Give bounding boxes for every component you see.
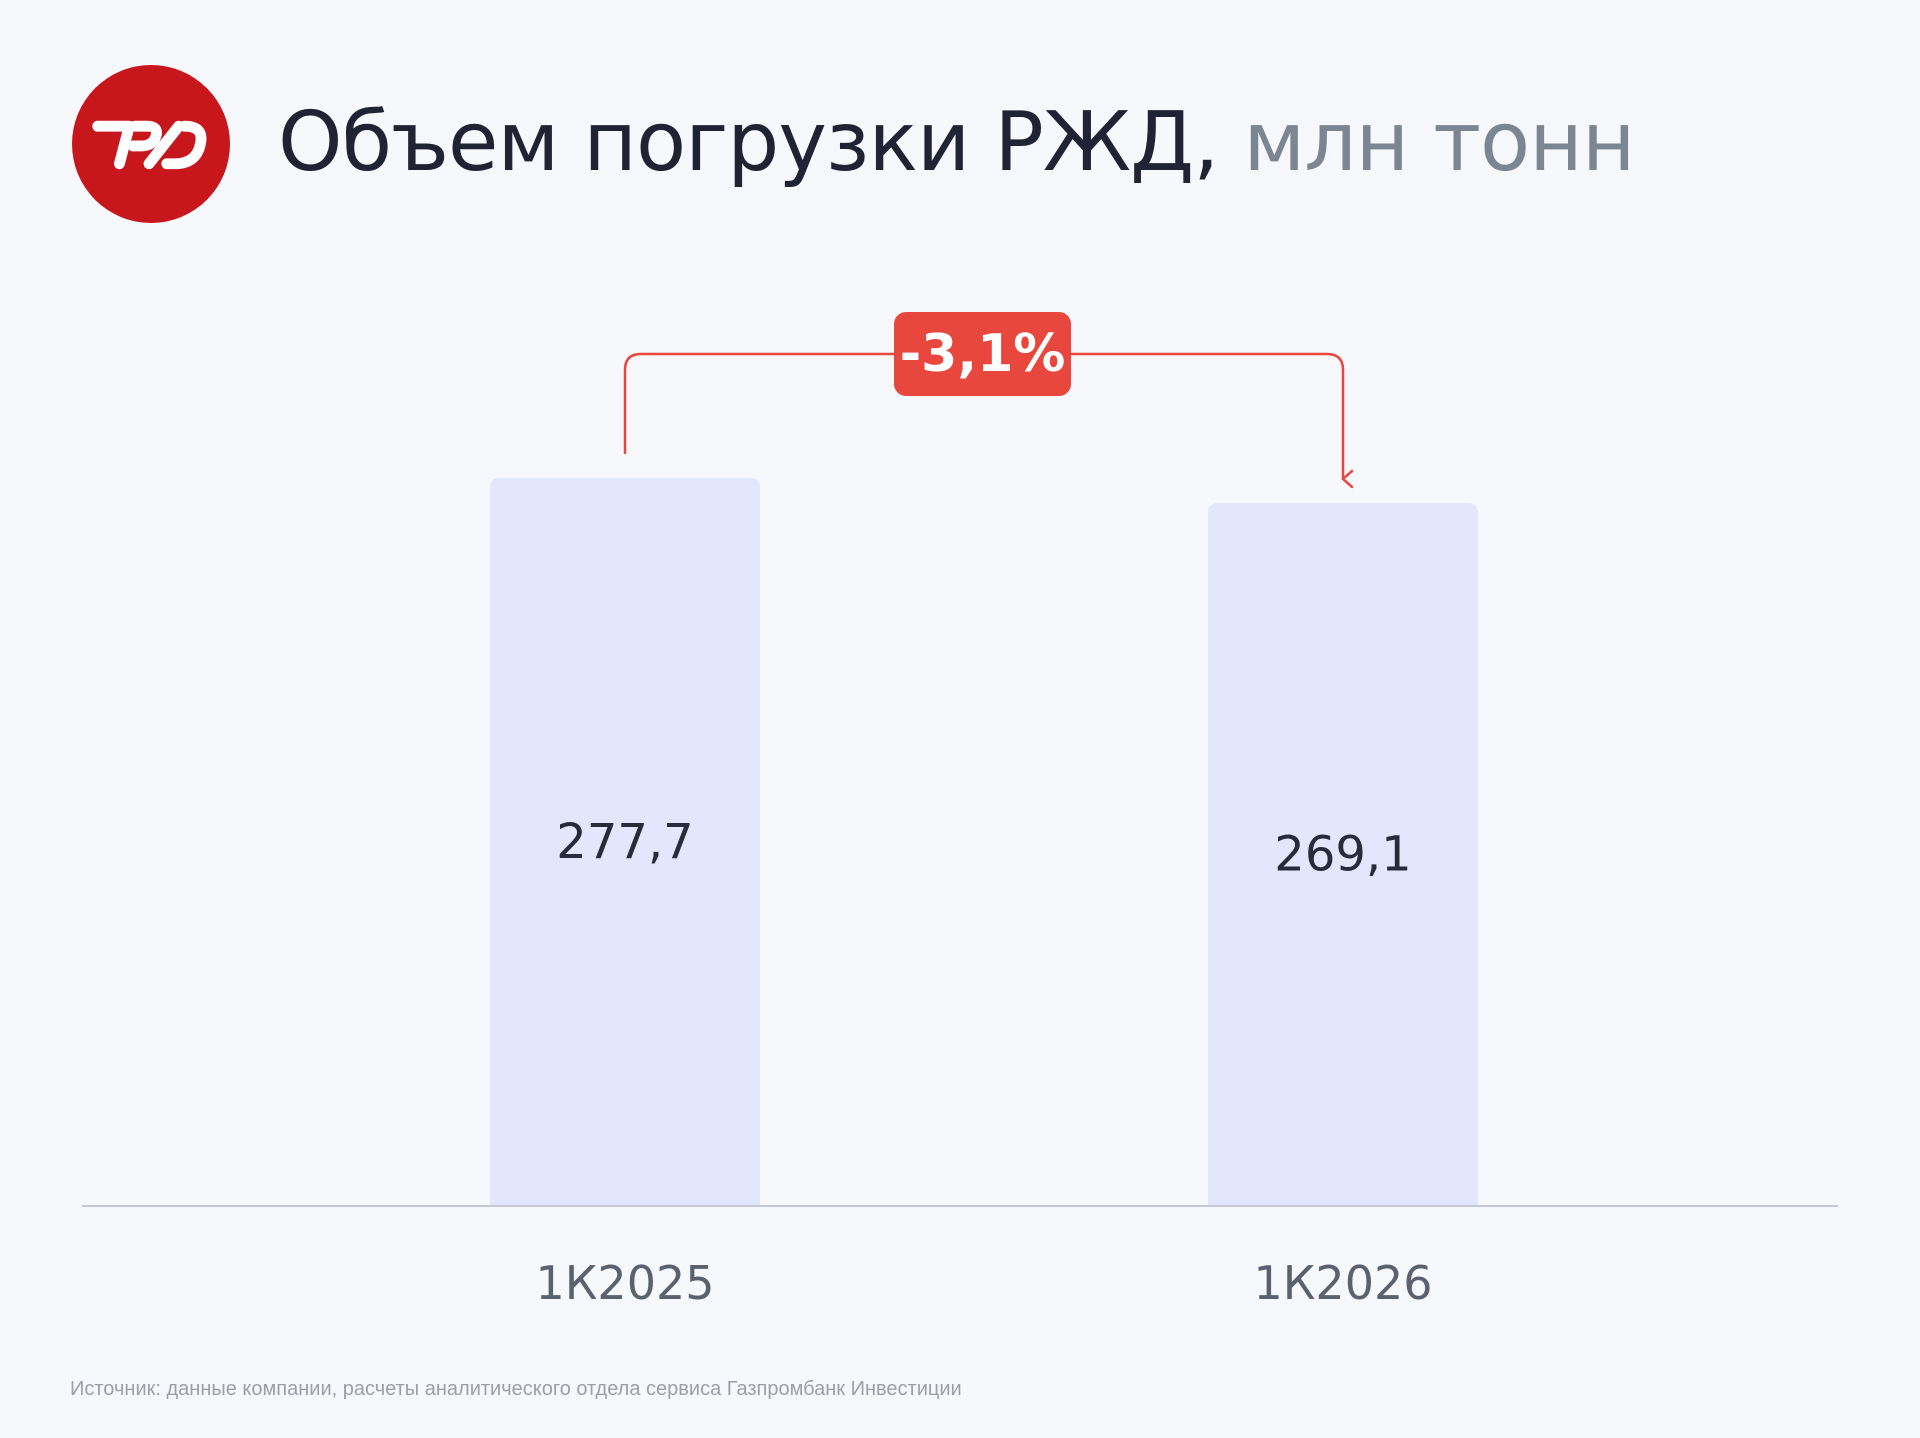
chart-title: Объем погрузки РЖД, млн тонн: [278, 88, 1635, 198]
value-label: 269,1: [1274, 826, 1411, 882]
change-badge-box: [894, 312, 1071, 396]
x-tick-label: 1К2026: [1254, 1256, 1433, 1310]
title-unit: млн тонн: [1243, 95, 1635, 190]
value-label: 277,7: [556, 814, 693, 870]
x-tick-label: 1К2025: [536, 1256, 715, 1310]
title-main: Объем погрузки РЖД,: [278, 95, 1219, 190]
bar-1К2026: [1208, 502, 1478, 1206]
rzd-logo-icon: [72, 65, 230, 223]
source-note: Источник: данные компании, расчеты анали…: [70, 1378, 962, 1400]
change-badge: -3,1%: [894, 312, 1071, 396]
change-badge-label: -3,1%: [900, 324, 1066, 384]
bar-1К2025: [490, 478, 760, 1206]
